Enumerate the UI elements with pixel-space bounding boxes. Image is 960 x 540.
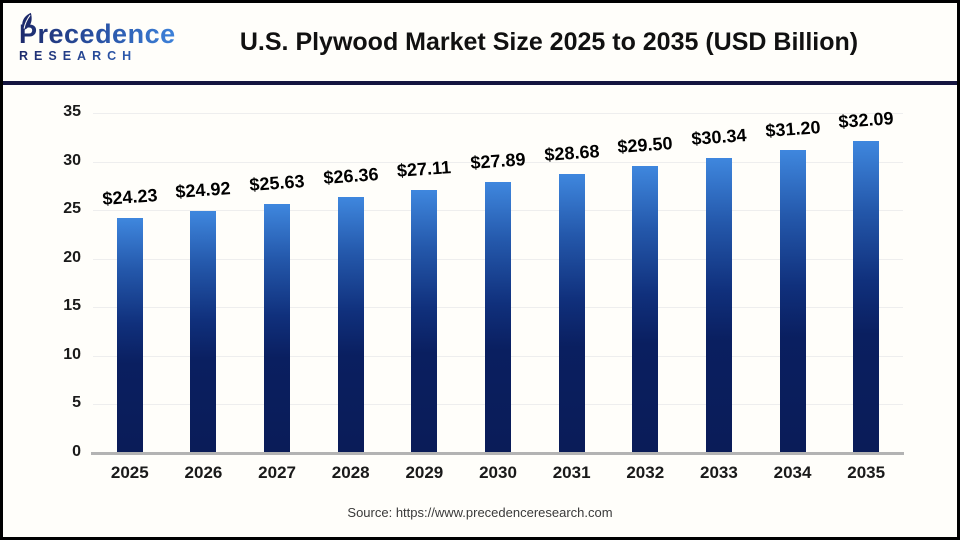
bar-2035 <box>853 141 880 453</box>
x-axis-line <box>91 452 904 455</box>
y-tick-label: 25 <box>63 200 81 218</box>
bar-value-label: $25.63 <box>248 171 306 195</box>
x-tick-label: 2025 <box>110 463 149 482</box>
bar-cell-2025: $24.23 <box>93 113 167 453</box>
bar-value-label: $27.89 <box>469 149 527 173</box>
x-tick-label: 2026 <box>184 463 223 482</box>
bar-2027 <box>264 204 291 453</box>
bar-cell-2029: $27.11 <box>388 113 462 453</box>
bar-cell-2032: $29.50 <box>608 113 682 453</box>
logo-wordmark: Precedence <box>19 21 187 48</box>
x-tick-label: 2028 <box>331 463 370 482</box>
y-tick-label: 10 <box>63 345 81 363</box>
leaf-icon <box>22 13 32 31</box>
bar-chart: 0 5 10 15 20 25 30 35 $24.23 $24.92 $25.63 $26.36 $… <box>3 85 957 537</box>
bar-cell-2035: $32.09 <box>829 108 903 453</box>
bar-2028 <box>337 196 364 453</box>
bar-value-label: $32.09 <box>838 108 895 133</box>
bar-2033 <box>705 158 732 453</box>
bar-2032 <box>632 166 659 453</box>
x-tick-label: 2035 <box>847 463 886 482</box>
y-tick-label: 20 <box>63 248 81 266</box>
bar-value-label: $24.92 <box>175 178 232 202</box>
bar-2031 <box>558 174 585 453</box>
bar-cell-2027: $25.63 <box>240 113 314 453</box>
bar-2026 <box>190 210 217 453</box>
bar-value-label: $24.23 <box>101 184 158 209</box>
y-tick-label: 5 <box>72 394 81 412</box>
bar-value-label: $31.20 <box>764 117 821 141</box>
bar-series: $24.23 $24.92 $25.63 $26.36 $27.11 $27.89 $28.… <box>93 108 903 453</box>
x-tick-label: 2032 <box>626 463 665 482</box>
title-wrap: U.S. Plywood Market Size 2025 to 2035 (U… <box>187 28 941 57</box>
header: Precedence RESEARCH U.S. Plywood Market … <box>3 3 957 81</box>
logo-text-research: RESEARCH <box>19 50 187 63</box>
bar-cell-2030: $27.89 <box>461 113 535 453</box>
bar-value-label: $28.68 <box>543 141 600 166</box>
bar-cell-2033: $30.34 <box>682 113 756 453</box>
bar-value-label: $27.11 <box>396 156 453 181</box>
gridline <box>93 113 903 114</box>
header-divider <box>3 81 957 85</box>
x-tick-label: 2034 <box>773 463 812 482</box>
x-tick-label: 2033 <box>699 463 738 482</box>
bar-2030 <box>485 182 512 453</box>
bar-2029 <box>411 189 438 453</box>
x-tick-label: 2031 <box>552 463 591 482</box>
x-tick-label: 2027 <box>258 463 296 482</box>
x-tick-label: 2030 <box>479 463 517 482</box>
bar-cell-2028: $26.36 <box>314 113 388 453</box>
bar-2034 <box>779 149 806 453</box>
y-tick-label: 35 <box>63 103 81 120</box>
y-tick-label: 30 <box>63 151 81 169</box>
page-title: U.S. Plywood Market Size 2025 to 2035 (U… <box>239 27 859 56</box>
gridline <box>93 161 903 163</box>
source-attribution: Source: https://www.precedenceresearch.c… <box>347 505 613 520</box>
x-tick-label: 2029 <box>405 463 444 482</box>
bar-cell-2026: $24.92 <box>167 113 241 453</box>
logo-text-precedence: Precedence <box>19 19 176 50</box>
bar-cell-2031: $28.68 <box>535 113 609 453</box>
precedence-research-logo: Precedence RESEARCH <box>19 13 187 63</box>
bar-value-label: $29.50 <box>617 133 674 158</box>
bar-cell-2034: $31.20 <box>756 113 830 453</box>
y-tick-label: 15 <box>63 297 81 315</box>
bar-value-label: $26.36 <box>322 164 379 188</box>
bar-2025 <box>116 217 143 453</box>
bar-value-label: $30.34 <box>690 125 748 150</box>
y-tick-label: 0 <box>72 443 81 460</box>
plot-area: $24.23 $24.92 $25.63 $26.36 $27.11 $27.89 $28.… <box>93 108 903 453</box>
